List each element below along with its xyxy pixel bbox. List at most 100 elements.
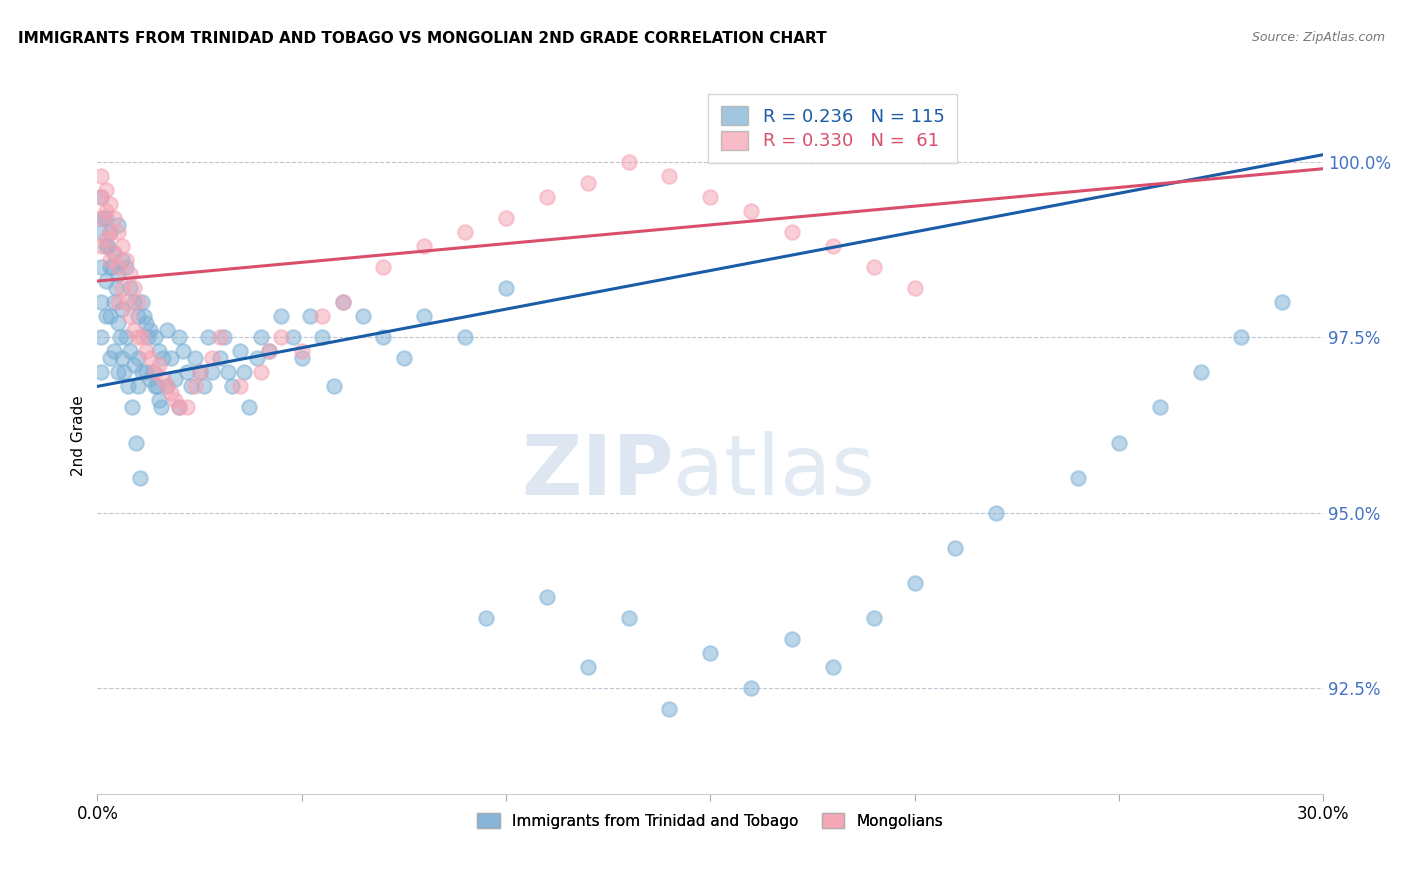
- Point: [454, 330, 477, 344]
- Point: [94, 203, 117, 218]
- Point: [103, 211, 125, 225]
- Point: [197, 330, 219, 344]
- Point: [229, 344, 252, 359]
- Point: [90, 225, 112, 239]
- Point: [373, 260, 395, 274]
- Point: [617, 611, 640, 625]
- Point: [103, 246, 125, 260]
- Point: [617, 154, 640, 169]
- Point: [413, 309, 436, 323]
- Point: [115, 260, 138, 274]
- Point: [118, 344, 141, 359]
- Point: [201, 351, 224, 366]
- Point: [217, 365, 239, 379]
- Point: [93, 211, 115, 225]
- Point: [945, 541, 967, 555]
- Point: [127, 379, 149, 393]
- Point: [90, 295, 112, 310]
- Point: [780, 632, 803, 647]
- Point: [1271, 295, 1294, 310]
- Point: [658, 169, 681, 183]
- Point: [143, 365, 166, 379]
- Point: [127, 295, 149, 310]
- Point: [90, 239, 112, 253]
- Point: [576, 660, 599, 674]
- Point: [257, 344, 280, 359]
- Point: [454, 225, 477, 239]
- Point: [148, 344, 170, 359]
- Point: [111, 252, 134, 267]
- Point: [98, 225, 121, 239]
- Point: [413, 239, 436, 253]
- Point: [184, 351, 207, 366]
- Point: [495, 211, 517, 225]
- Y-axis label: 2nd Grade: 2nd Grade: [72, 395, 86, 476]
- Point: [270, 309, 292, 323]
- Point: [392, 351, 415, 366]
- Point: [903, 576, 925, 591]
- Point: [221, 379, 243, 393]
- Point: [332, 295, 354, 310]
- Point: [121, 401, 143, 415]
- Point: [167, 401, 190, 415]
- Point: [283, 330, 305, 344]
- Point: [229, 379, 252, 393]
- Point: [699, 646, 721, 660]
- Point: [103, 295, 125, 310]
- Point: [152, 372, 174, 386]
- Point: [100, 260, 122, 274]
- Point: [373, 330, 395, 344]
- Point: [156, 379, 179, 393]
- Point: [134, 309, 156, 323]
- Point: [311, 309, 333, 323]
- Point: [167, 401, 190, 415]
- Point: [90, 190, 112, 204]
- Point: [118, 267, 141, 281]
- Point: [98, 225, 121, 239]
- Point: [740, 681, 762, 696]
- Point: [1189, 365, 1212, 379]
- Point: [291, 351, 314, 366]
- Point: [122, 359, 145, 373]
- Point: [94, 183, 117, 197]
- Point: [107, 218, 129, 232]
- Point: [658, 702, 681, 716]
- Point: [208, 330, 231, 344]
- Point: [172, 344, 194, 359]
- Point: [167, 330, 190, 344]
- Point: [104, 281, 127, 295]
- Point: [122, 281, 145, 295]
- Point: [139, 372, 162, 386]
- Point: [862, 611, 884, 625]
- Point: [98, 260, 121, 274]
- Point: [212, 330, 235, 344]
- Point: [986, 506, 1008, 520]
- Point: [536, 590, 558, 604]
- Point: [903, 281, 925, 295]
- Point: [98, 252, 121, 267]
- Point: [862, 260, 884, 274]
- Point: [141, 365, 163, 379]
- Point: [111, 351, 134, 366]
- Point: [131, 330, 153, 344]
- Point: [98, 197, 121, 211]
- Point: [139, 351, 162, 366]
- Point: [90, 211, 112, 225]
- Point: [208, 351, 231, 366]
- Point: [160, 351, 183, 366]
- Point: [98, 309, 121, 323]
- Point: [122, 323, 145, 337]
- Point: [249, 365, 271, 379]
- Point: [249, 330, 271, 344]
- Point: [94, 232, 117, 246]
- Point: [143, 379, 166, 393]
- Point: [156, 379, 179, 393]
- Point: [118, 281, 141, 295]
- Point: [163, 372, 186, 386]
- Point: [139, 323, 162, 337]
- Text: atlas: atlas: [673, 431, 875, 512]
- Point: [112, 365, 135, 379]
- Point: [163, 393, 186, 408]
- Point: [90, 169, 112, 183]
- Point: [145, 379, 167, 393]
